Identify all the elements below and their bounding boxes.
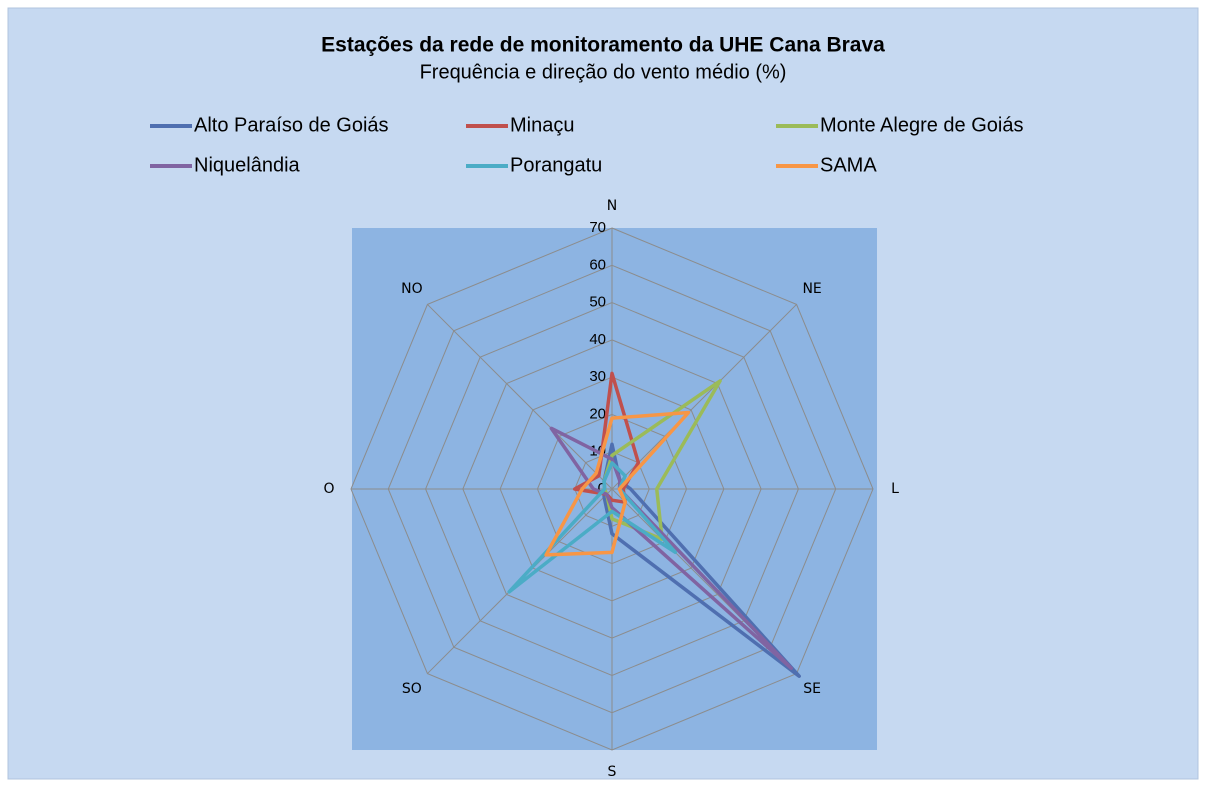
tick-label: 30 <box>589 368 606 385</box>
spoke <box>427 304 613 490</box>
tick-label: 40 <box>589 331 606 348</box>
grid-line <box>387 264 837 714</box>
grid-line <box>536 413 688 565</box>
grid-line <box>350 227 874 751</box>
legend-label: Porangatu <box>510 154 602 176</box>
legend-label: Niquelândia <box>194 154 301 176</box>
axis-label: SO <box>402 681 422 697</box>
axis-label: NE <box>802 281 821 297</box>
series-line <box>544 410 691 557</box>
legend-label: Alto Paraíso de Goiás <box>194 114 389 136</box>
axis-label: L <box>891 481 899 497</box>
tick-label: 70 <box>589 219 606 236</box>
spoke <box>611 304 797 490</box>
series-line <box>549 426 794 671</box>
chart-subtitle: Frequência e direção do vento médio (%) <box>420 61 787 83</box>
legend-label: Monte Alegre de Goiás <box>820 114 1023 136</box>
axis-label: N <box>607 198 617 214</box>
axis-label: S <box>608 764 617 780</box>
tick-label: 50 <box>589 294 606 311</box>
legend-label: Minaçu <box>510 114 574 136</box>
axis-label: O <box>323 481 334 497</box>
tick-label: 20 <box>589 405 606 422</box>
legend-label: SAMA <box>820 154 877 176</box>
grid-line <box>499 376 725 602</box>
grid-line <box>425 302 799 676</box>
axis-label: SE <box>803 681 821 697</box>
tick-label: 0 <box>598 480 606 497</box>
tick-label: 60 <box>589 256 606 273</box>
grid-line <box>462 339 762 639</box>
series-line <box>507 461 678 594</box>
chart-title: Estações da rede de monitoramento da UHE… <box>321 34 885 57</box>
axis-label: NO <box>401 281 423 297</box>
